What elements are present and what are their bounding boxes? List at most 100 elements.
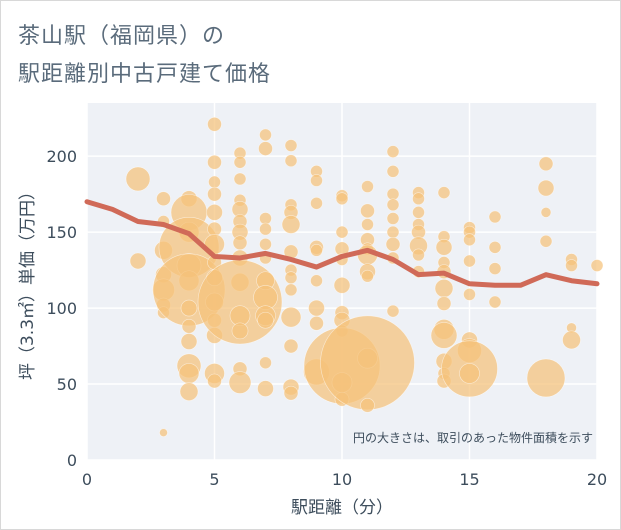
bubble-point bbox=[539, 234, 553, 248]
bubble-point bbox=[488, 295, 502, 309]
bubble-point bbox=[310, 274, 323, 288]
bubble-point bbox=[436, 296, 452, 311]
bubble-point bbox=[257, 311, 274, 329]
bubble-point bbox=[284, 271, 298, 285]
bubble-point bbox=[180, 299, 198, 317]
bubble-point bbox=[463, 254, 476, 268]
bubble-point bbox=[159, 428, 168, 437]
bubble-point bbox=[310, 196, 323, 210]
bubble-point bbox=[361, 269, 374, 283]
bubble-point bbox=[333, 276, 351, 294]
bubble-point bbox=[386, 145, 400, 158]
bubble-point bbox=[259, 222, 272, 236]
bubble-point bbox=[562, 330, 581, 350]
bubble-point bbox=[386, 304, 400, 318]
bubble-point bbox=[435, 239, 453, 256]
bubble-point bbox=[179, 382, 199, 401]
bubble-point bbox=[233, 155, 247, 169]
bubble-point bbox=[361, 180, 374, 193]
bubble-point bbox=[125, 166, 151, 192]
x-tick-label: 5 bbox=[209, 470, 219, 489]
bubble-point bbox=[207, 154, 222, 170]
bubble-point bbox=[259, 128, 272, 142]
bubble-point bbox=[386, 225, 400, 239]
bubble-point bbox=[258, 141, 273, 156]
bubble-point bbox=[386, 165, 400, 178]
bubble-point bbox=[526, 358, 566, 398]
y-axis-ticks: 0 50 100 150 200 bbox=[46, 147, 77, 470]
bubble-point bbox=[386, 198, 400, 212]
trend-line bbox=[84, 199, 600, 288]
bubble-point bbox=[565, 259, 578, 272]
bubble-point bbox=[309, 315, 324, 331]
bubble-point bbox=[259, 212, 272, 225]
chart-title-line-1: 茶山駅（福岡県）の bbox=[18, 24, 226, 49]
x-tick-label: 0 bbox=[82, 470, 92, 489]
bubble-point bbox=[386, 187, 400, 201]
bubble-point bbox=[335, 225, 349, 239]
bubble-point bbox=[537, 179, 555, 197]
bubble-point bbox=[540, 207, 552, 218]
bubble-point bbox=[459, 363, 480, 384]
bubble-point bbox=[129, 252, 147, 270]
bubble-point bbox=[360, 398, 375, 413]
bubble-point bbox=[386, 212, 400, 225]
x-tick-label: 15 bbox=[459, 470, 479, 489]
bubble-point bbox=[463, 233, 476, 247]
bubble-point bbox=[156, 191, 171, 207]
chart-title-line-2: 駅距離別中古戸建て価格 bbox=[18, 62, 272, 87]
bubble-point bbox=[208, 175, 221, 189]
bubble-point bbox=[228, 371, 252, 394]
bubble-point bbox=[178, 363, 200, 384]
y-tick-label: 200 bbox=[46, 147, 77, 166]
bubble-point bbox=[181, 319, 197, 334]
bubble-point bbox=[207, 373, 222, 389]
bubble-point bbox=[590, 259, 604, 272]
bubble-point bbox=[437, 186, 451, 199]
bubble-point bbox=[284, 154, 298, 168]
x-tick-label: 20 bbox=[587, 470, 607, 489]
bubble-point bbox=[207, 186, 222, 202]
bubble-point bbox=[283, 338, 299, 354]
bubble-point bbox=[232, 235, 248, 251]
bubble-point bbox=[412, 206, 425, 219]
bubble-point bbox=[488, 210, 502, 224]
bubble-point bbox=[180, 333, 198, 350]
bubble-point bbox=[284, 283, 298, 297]
bubble-point bbox=[463, 288, 476, 301]
bubble-point bbox=[361, 218, 374, 231]
bubble-point bbox=[412, 192, 425, 206]
y-tick-label: 150 bbox=[46, 223, 77, 242]
bubble-point bbox=[310, 244, 323, 257]
bubble-point bbox=[434, 279, 454, 298]
y-tick-label: 0 bbox=[67, 451, 77, 470]
bubble-point bbox=[412, 248, 425, 262]
y-axis-label: 坪（3.3㎡）単価（万円） bbox=[18, 183, 38, 380]
y-tick-label: 50 bbox=[57, 375, 77, 394]
bubble-point bbox=[538, 156, 554, 172]
y-tick-label: 100 bbox=[46, 299, 77, 318]
bubble-point bbox=[257, 380, 274, 397]
bubble-point bbox=[310, 174, 323, 187]
bubble-point bbox=[308, 299, 325, 317]
bubble-point bbox=[284, 139, 298, 152]
bubble-point bbox=[488, 241, 502, 254]
bubble-point bbox=[231, 322, 249, 340]
x-axis-label: 駅距離（分） bbox=[291, 498, 393, 518]
bubble-point bbox=[385, 236, 401, 252]
bubble-point bbox=[206, 204, 223, 221]
bubble-point bbox=[233, 172, 247, 186]
bubble-point bbox=[335, 192, 349, 206]
bubble-point bbox=[360, 203, 375, 219]
bubble-point bbox=[281, 215, 301, 234]
bubble-layer bbox=[125, 116, 604, 437]
bubble-point bbox=[283, 385, 299, 401]
x-tick-label: 10 bbox=[332, 470, 352, 489]
bubble-point bbox=[280, 306, 302, 328]
bubble-point bbox=[320, 315, 415, 411]
bubble-point bbox=[430, 322, 458, 349]
x-axis-ticks: 0 5 10 15 20 bbox=[82, 470, 607, 489]
bubble-point bbox=[259, 237, 272, 251]
bubble-point bbox=[488, 262, 502, 275]
